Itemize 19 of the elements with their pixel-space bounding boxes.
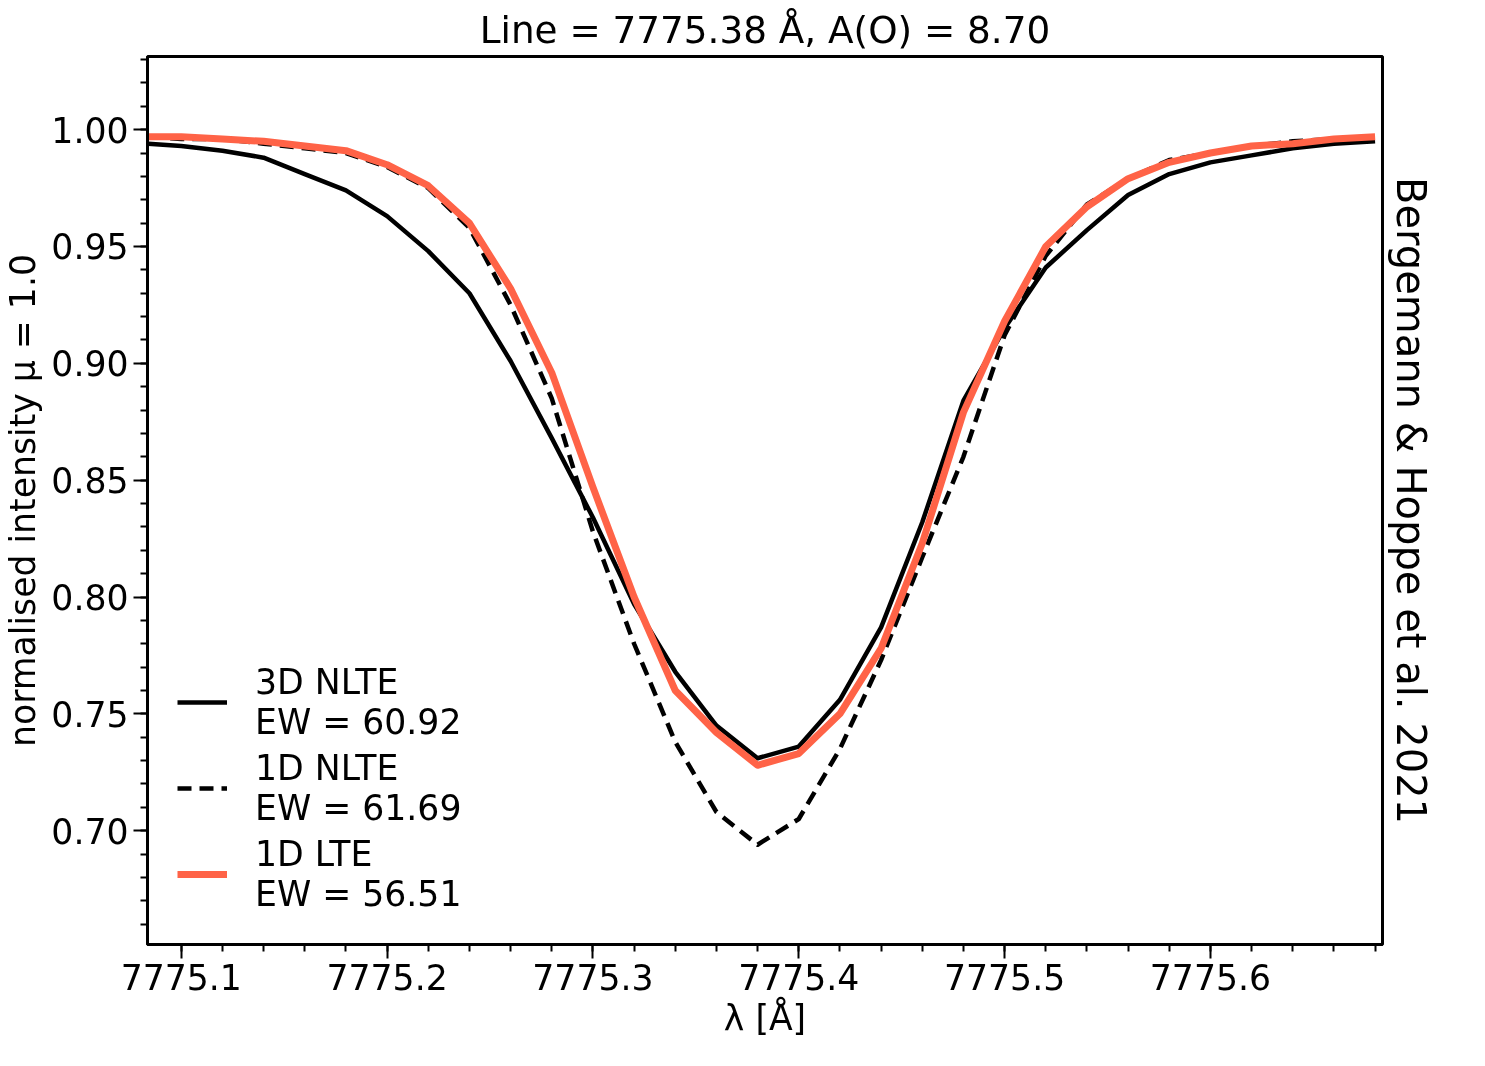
x-tick-label: 7775.1 [120, 957, 242, 998]
y-tick-label: 0.75 [51, 694, 129, 735]
y-tick-label: 0.70 [51, 811, 129, 852]
legend-label: 1D LTE EW = 56.51 [255, 834, 462, 914]
text: Bergemann & Hoppe et al. 2021 [1387, 176, 1434, 825]
x-axis-title: λ [Å] [723, 995, 807, 1038]
y-tick-label: 0.90 [51, 344, 129, 385]
y-axis-title: normalised intensity μ = 1.0 [3, 254, 44, 747]
x-tick-label: 7775.3 [532, 957, 654, 998]
legend-label: 3D NLTE EW = 60.92 [255, 662, 462, 742]
chart-title: Line = 7775.38 Å, A(O) = 8.70 [479, 7, 1051, 52]
x-tick-label: 7775.5 [943, 957, 1066, 998]
x-tick-label: 7775.2 [326, 957, 448, 998]
y-tick-label: 0.95 [51, 227, 129, 268]
y-tick-label: 0.80 [51, 578, 129, 619]
x-tick-label: 7775.6 [1149, 957, 1272, 998]
legend-label: 1D NLTE EW = 61.69 [255, 748, 462, 828]
y-tick-label: 0.85 [51, 461, 129, 502]
y-tick-label: 1.00 [51, 110, 129, 151]
